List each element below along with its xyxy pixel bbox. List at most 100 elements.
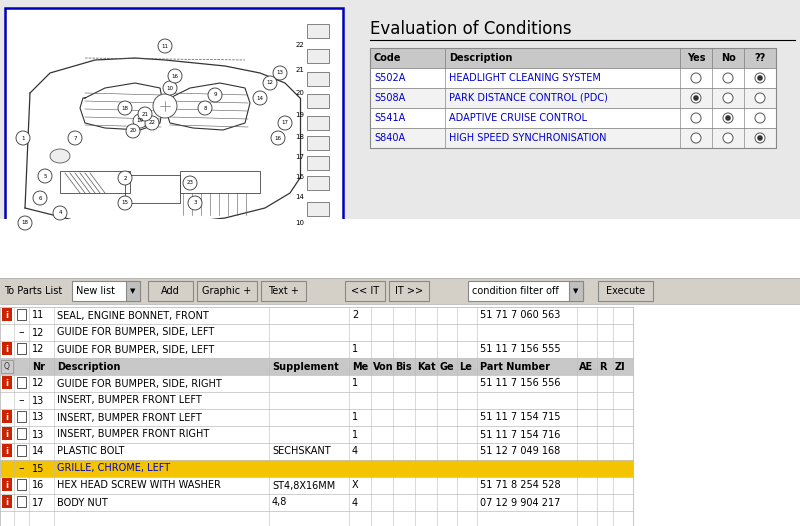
Bar	[0, 278, 800, 304]
Bar	[307, 156, 329, 170]
Text: Bis: Bis	[395, 361, 412, 371]
Circle shape	[53, 206, 67, 220]
Text: 8: 8	[203, 106, 206, 110]
Text: 20: 20	[130, 128, 137, 134]
Text: ZI: ZI	[615, 361, 626, 371]
Text: 6: 6	[38, 196, 42, 200]
Circle shape	[691, 93, 701, 103]
Circle shape	[188, 196, 202, 210]
Text: 16: 16	[274, 136, 282, 140]
Text: 13: 13	[32, 396, 44, 406]
Text: 51 11 7 156 556: 51 11 7 156 556	[480, 379, 561, 389]
Text: 1: 1	[352, 430, 358, 440]
Bar	[148, 281, 193, 301]
Text: Evaluation of Conditions: Evaluation of Conditions	[370, 20, 572, 38]
Text: 12: 12	[32, 345, 44, 355]
Text: GUIDE FOR BUMPER, SIDE, LEFT: GUIDE FOR BUMPER, SIDE, LEFT	[57, 328, 214, 338]
Text: 4: 4	[352, 447, 358, 457]
Bar	[0, 324, 633, 341]
Text: 4,8: 4,8	[272, 498, 287, 508]
Text: i: i	[6, 379, 9, 388]
Circle shape	[198, 101, 212, 115]
Text: 1: 1	[352, 345, 358, 355]
Text: 20110172: 20110172	[312, 260, 340, 265]
Text: Kat: Kat	[417, 361, 436, 371]
Text: R: R	[599, 361, 606, 371]
Bar	[2, 342, 12, 355]
Text: Ge: Ge	[439, 361, 454, 371]
Circle shape	[723, 73, 733, 83]
Text: –: –	[18, 396, 24, 406]
Text: Part Number: Part Number	[480, 361, 550, 371]
Bar	[370, 108, 776, 128]
Bar	[2, 308, 12, 321]
Bar	[389, 281, 429, 301]
Circle shape	[153, 94, 177, 118]
Bar	[17, 411, 26, 422]
Bar	[17, 479, 26, 490]
Text: 16: 16	[171, 74, 178, 78]
Circle shape	[758, 135, 763, 141]
Bar	[261, 281, 306, 301]
Text: 10: 10	[295, 220, 304, 226]
Bar	[60, 171, 130, 193]
Bar	[2, 444, 12, 457]
Text: BODY NUT: BODY NUT	[57, 498, 108, 508]
Circle shape	[163, 81, 177, 95]
Bar	[598, 281, 653, 301]
Circle shape	[755, 73, 765, 83]
Bar	[2, 427, 12, 440]
Text: 13: 13	[32, 412, 44, 422]
Bar	[125, 175, 180, 203]
Text: i: i	[6, 345, 9, 354]
Bar	[0, 307, 633, 324]
Bar	[0, 460, 633, 477]
Circle shape	[126, 124, 140, 138]
Bar	[0, 219, 800, 526]
Circle shape	[723, 93, 733, 103]
Text: ▼: ▼	[574, 288, 578, 294]
Text: 51 11 7 156 555: 51 11 7 156 555	[480, 345, 561, 355]
Text: Graphic +: Graphic +	[202, 286, 252, 296]
Bar	[370, 68, 776, 88]
Text: 20: 20	[295, 90, 304, 96]
Text: –: –	[18, 328, 24, 338]
Circle shape	[691, 73, 701, 83]
Text: 21: 21	[295, 67, 304, 73]
Text: X: X	[352, 480, 358, 491]
Text: SECHSKANT: SECHSKANT	[272, 447, 330, 457]
Circle shape	[118, 171, 132, 185]
Bar	[307, 136, 329, 150]
Circle shape	[693, 95, 699, 101]
Text: ??: ??	[754, 53, 766, 63]
Circle shape	[273, 66, 287, 80]
Bar	[5, 8, 343, 268]
Text: PARK DISTANCE CONTROL (PDC): PARK DISTANCE CONTROL (PDC)	[449, 93, 608, 103]
Bar	[17, 496, 26, 507]
Text: 51 12 7 049 168: 51 12 7 049 168	[480, 447, 560, 457]
Bar	[0, 426, 633, 443]
Circle shape	[263, 76, 277, 90]
Text: 10: 10	[166, 86, 174, 90]
Text: ST4,8X16MM: ST4,8X16MM	[272, 480, 335, 491]
Text: Von: Von	[373, 361, 394, 371]
Text: 19: 19	[137, 118, 143, 124]
Text: i: i	[6, 413, 9, 422]
Text: S840A: S840A	[374, 133, 405, 143]
Circle shape	[755, 133, 765, 143]
Circle shape	[118, 196, 132, 210]
Bar	[0, 358, 633, 375]
Circle shape	[18, 216, 32, 230]
Text: i: i	[6, 311, 9, 320]
Text: Nr: Nr	[32, 361, 45, 371]
Bar	[370, 48, 776, 148]
Circle shape	[138, 107, 152, 121]
Circle shape	[158, 39, 172, 53]
Circle shape	[68, 131, 82, 145]
Text: 23: 23	[186, 180, 194, 186]
Text: HIGH SPEED SYNCHRONISATION: HIGH SPEED SYNCHRONISATION	[449, 133, 606, 143]
Text: 5: 5	[43, 174, 46, 178]
Bar	[2, 495, 12, 508]
Circle shape	[33, 191, 47, 205]
Text: 51 11 7 154 716: 51 11 7 154 716	[480, 430, 560, 440]
